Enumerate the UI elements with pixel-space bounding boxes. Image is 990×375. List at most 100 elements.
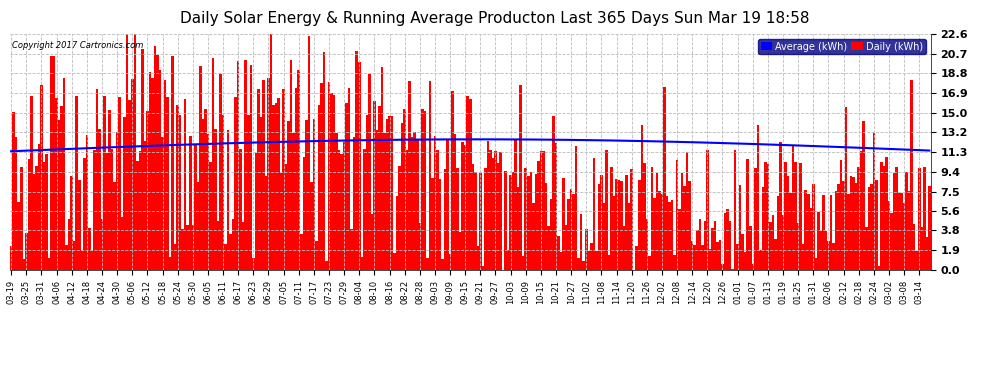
Bar xyxy=(232,219,235,270)
Bar xyxy=(280,173,282,270)
Bar xyxy=(139,151,141,270)
Bar xyxy=(655,173,658,270)
Bar xyxy=(562,178,565,270)
Bar xyxy=(787,176,789,270)
Bar xyxy=(30,96,33,270)
Bar xyxy=(368,74,370,270)
Bar xyxy=(153,46,156,270)
Bar xyxy=(214,129,217,270)
Bar xyxy=(517,187,520,270)
Bar xyxy=(732,269,734,270)
Bar xyxy=(737,244,739,270)
Bar xyxy=(515,139,517,270)
Bar xyxy=(835,190,838,270)
Bar xyxy=(23,260,25,270)
Bar xyxy=(734,150,737,270)
Bar xyxy=(131,79,134,270)
Bar xyxy=(636,246,638,270)
Bar xyxy=(530,172,532,270)
Bar xyxy=(230,234,232,270)
Bar xyxy=(645,219,648,270)
Bar xyxy=(921,227,923,270)
Bar xyxy=(388,116,391,270)
Bar xyxy=(631,169,633,270)
Bar xyxy=(370,214,373,270)
Bar xyxy=(96,89,98,270)
Bar xyxy=(709,249,711,270)
Bar xyxy=(681,173,683,270)
Bar xyxy=(350,228,353,270)
Bar xyxy=(453,134,456,270)
Bar xyxy=(323,51,325,270)
Bar xyxy=(437,150,439,270)
Bar xyxy=(742,234,743,270)
Bar xyxy=(169,257,171,270)
Bar xyxy=(295,88,297,270)
Bar xyxy=(151,78,153,270)
Bar xyxy=(890,213,893,270)
Bar xyxy=(68,219,70,270)
Bar xyxy=(828,241,830,270)
Bar xyxy=(191,225,194,270)
Bar xyxy=(838,184,840,270)
Bar xyxy=(331,93,333,270)
Bar xyxy=(605,150,608,270)
Bar xyxy=(683,186,686,270)
Bar xyxy=(285,164,287,270)
Bar xyxy=(103,96,106,270)
Bar xyxy=(141,49,144,270)
Bar xyxy=(248,115,249,270)
Bar xyxy=(13,112,15,270)
Bar xyxy=(499,153,502,270)
Bar xyxy=(653,198,655,270)
Bar xyxy=(282,89,285,270)
Bar xyxy=(63,78,65,270)
Bar xyxy=(830,195,833,270)
Bar xyxy=(911,80,913,270)
Bar xyxy=(789,193,792,270)
Bar xyxy=(913,224,916,270)
Bar xyxy=(346,103,347,270)
Bar xyxy=(33,174,35,270)
Bar xyxy=(381,67,383,270)
Bar xyxy=(554,143,557,270)
Bar xyxy=(769,222,771,270)
Bar xyxy=(825,231,828,270)
Bar xyxy=(862,121,865,270)
Bar xyxy=(575,146,577,270)
Bar xyxy=(197,182,199,270)
Bar xyxy=(711,228,714,270)
Bar xyxy=(264,176,267,270)
Bar xyxy=(577,258,580,270)
Bar xyxy=(535,174,538,270)
Bar xyxy=(237,61,240,270)
Bar xyxy=(444,169,446,270)
Bar xyxy=(207,135,209,270)
Bar xyxy=(91,251,93,270)
Bar xyxy=(401,123,403,270)
Bar xyxy=(254,153,257,270)
Bar xyxy=(792,144,794,270)
Bar xyxy=(794,162,797,270)
Text: Copyright 2017 Cartronics.com: Copyright 2017 Cartronics.com xyxy=(12,41,144,50)
Bar xyxy=(73,242,75,270)
Bar xyxy=(439,179,442,270)
Bar xyxy=(870,184,872,270)
Bar xyxy=(538,161,540,270)
Bar xyxy=(610,167,613,270)
Bar xyxy=(43,162,46,270)
Bar xyxy=(779,142,782,270)
Bar xyxy=(252,258,254,270)
Bar xyxy=(494,151,497,270)
Bar xyxy=(464,145,466,270)
Bar xyxy=(459,232,461,270)
Bar xyxy=(176,105,179,270)
Bar xyxy=(671,200,673,270)
Bar xyxy=(771,215,774,270)
Bar xyxy=(817,212,820,270)
Bar xyxy=(347,87,350,270)
Bar xyxy=(797,224,800,270)
Bar xyxy=(520,86,522,270)
Bar xyxy=(668,202,671,270)
Bar xyxy=(219,74,222,270)
